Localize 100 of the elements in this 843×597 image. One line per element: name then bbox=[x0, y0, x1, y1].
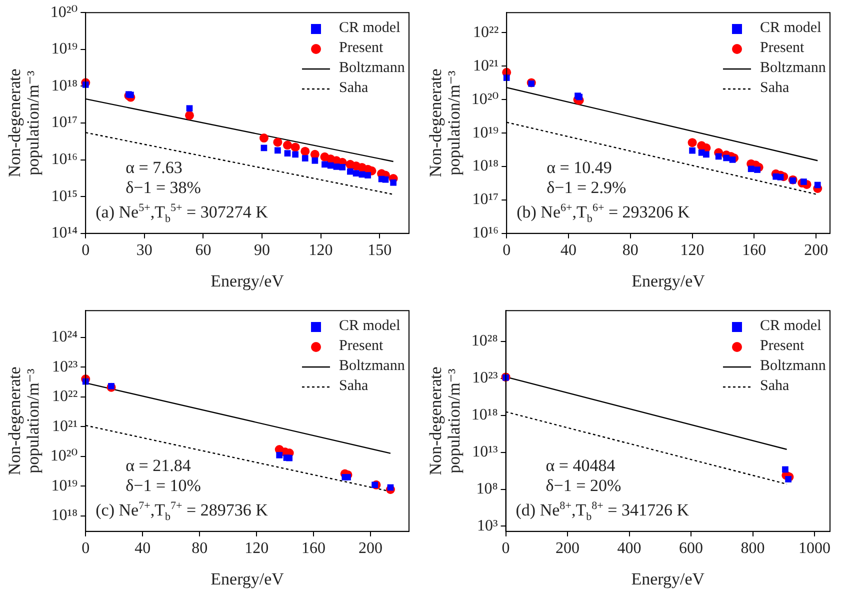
legend-label: Boltzmann bbox=[339, 60, 405, 78]
point bbox=[284, 150, 291, 156]
point bbox=[322, 161, 328, 168]
legend-label: CR model bbox=[339, 20, 400, 38]
x-tick-label: 160 bbox=[302, 540, 326, 558]
point bbox=[282, 140, 292, 150]
legend-label: Present bbox=[760, 338, 804, 356]
annotation: δ−1 = 20% bbox=[546, 476, 622, 496]
y-tick-label: 10²³ bbox=[52, 358, 78, 376]
y-tick-label: 10¹⁷ bbox=[51, 114, 78, 132]
y-axis-title: Non-degenerate population/m⁻³ bbox=[4, 366, 43, 476]
x-tick-label: 90 bbox=[254, 242, 270, 260]
annotation: α = 40484 bbox=[546, 456, 616, 476]
point bbox=[184, 110, 194, 120]
point bbox=[688, 138, 697, 148]
point bbox=[372, 482, 378, 488]
legend-label: Saha bbox=[339, 378, 368, 396]
point bbox=[292, 151, 299, 158]
y-tick-label: 10²⁸ bbox=[471, 332, 498, 350]
point bbox=[312, 157, 318, 164]
point bbox=[703, 151, 710, 158]
x-tick-label: 0 bbox=[502, 540, 510, 558]
x-tick-label: 150 bbox=[368, 242, 392, 260]
point bbox=[382, 176, 389, 183]
annotation: (b) Ne$^{6+}$,T$_{b}$$^{6+}$ = 293206 K bbox=[516, 201, 690, 228]
x-tick-label: 400 bbox=[617, 540, 642, 558]
y-tick-label: 10²⁴ bbox=[51, 328, 78, 346]
x-tick-label: 160 bbox=[742, 242, 766, 260]
legend-label: Boltzmann bbox=[339, 358, 405, 376]
x-tick-label: 120 bbox=[244, 540, 269, 558]
annotation: δ−1 = 10% bbox=[126, 476, 202, 496]
point bbox=[339, 164, 346, 170]
annotation: δ−1 = 2.9% bbox=[546, 178, 628, 198]
point bbox=[290, 142, 300, 152]
y-tick-label: 10¹⁸ bbox=[472, 158, 499, 175]
x-tick-label: 40 bbox=[560, 242, 577, 260]
legend-label: Boltzmann bbox=[760, 358, 826, 376]
y-tick-label: 10²⁰ bbox=[471, 90, 499, 108]
y-tick-label: 10¹⁴ bbox=[51, 224, 78, 242]
x-axis-title: Energy/eV bbox=[210, 569, 285, 588]
y-tick-label: 10²² bbox=[473, 24, 499, 41]
y-tick-label: 10²¹ bbox=[473, 57, 499, 74]
point bbox=[814, 182, 821, 188]
x-tick-label: 0 bbox=[82, 540, 90, 558]
y-tick-label: 10¹⁸ bbox=[471, 406, 498, 424]
legend-label: Saha bbox=[760, 378, 790, 396]
y-axis-title: Non-degenerate population/m⁻³ bbox=[426, 366, 464, 476]
annotation: (c) Ne$^{7+}$,T$_{b}$$^{7+}$ = 289736 K bbox=[96, 499, 268, 526]
x-tick-label: 200 bbox=[556, 540, 580, 558]
point bbox=[723, 154, 730, 162]
x-tick-label: 120 bbox=[680, 242, 704, 260]
y-tick-label: 10¹⁵ bbox=[51, 188, 78, 205]
point bbox=[286, 454, 293, 462]
legend-label: CR model bbox=[760, 318, 822, 336]
point bbox=[259, 134, 268, 143]
x-tick-label: 120 bbox=[308, 242, 333, 260]
legend-label: CR model bbox=[339, 318, 400, 336]
y-tick-label: 10¹⁹ bbox=[51, 40, 78, 58]
x-tick-label: 200 bbox=[804, 242, 828, 260]
point bbox=[390, 179, 397, 186]
x-axis-title: Energy/eV bbox=[632, 271, 706, 290]
point bbox=[300, 146, 310, 156]
point bbox=[748, 166, 754, 172]
legend-label: Boltzmann bbox=[760, 60, 826, 78]
annotation: (a) Ne$^{5+}$,T$_{b}$$^{5+}$ = 307274 K bbox=[96, 201, 268, 228]
y-tick-label: 10²² bbox=[52, 388, 78, 406]
point bbox=[186, 105, 193, 112]
legend-label: Present bbox=[760, 40, 804, 58]
point bbox=[800, 178, 807, 185]
x-axis-title: Energy/eV bbox=[210, 271, 285, 290]
point bbox=[276, 452, 283, 458]
x-tick-label: 1000 bbox=[798, 540, 831, 558]
y-tick-label: 10³ bbox=[476, 517, 498, 534]
y-tick-label: 10¹⁷ bbox=[472, 191, 499, 208]
annotation: α = 7.63 bbox=[126, 158, 184, 178]
point bbox=[108, 382, 114, 390]
point bbox=[352, 170, 360, 176]
x-tick-label: 80 bbox=[192, 540, 208, 558]
y-tick-label: 10¹⁶ bbox=[51, 151, 78, 168]
y-axis-title: Non-degenerate population/m⁻³ bbox=[4, 68, 43, 178]
legend-label: Saha bbox=[760, 80, 790, 98]
x-tick-label: 800 bbox=[740, 540, 765, 558]
point bbox=[347, 168, 354, 175]
y-tick-label: 10¹⁸ bbox=[51, 77, 78, 94]
point bbox=[777, 174, 784, 180]
y-tick-label: 10⁸ bbox=[476, 480, 498, 498]
x-tick-label: 600 bbox=[679, 540, 704, 558]
y-axis-title: Non-degenerate population/m⁻³ bbox=[426, 68, 464, 178]
point bbox=[729, 156, 736, 163]
annotation: δ−1 = 38% bbox=[126, 178, 202, 198]
point bbox=[327, 162, 334, 169]
y-tick-label: 10²⁰ bbox=[50, 4, 78, 21]
point bbox=[344, 474, 351, 480]
y-tick-label: 10¹⁶ bbox=[472, 224, 499, 242]
point bbox=[302, 155, 308, 162]
x-tick-label: 0 bbox=[82, 242, 90, 260]
x-tick-label: 60 bbox=[195, 242, 212, 260]
annotation: α = 10.49 bbox=[546, 158, 613, 178]
y-tick-label: 10²¹ bbox=[52, 418, 78, 435]
y-tick-label: 10¹⁸ bbox=[51, 507, 78, 524]
